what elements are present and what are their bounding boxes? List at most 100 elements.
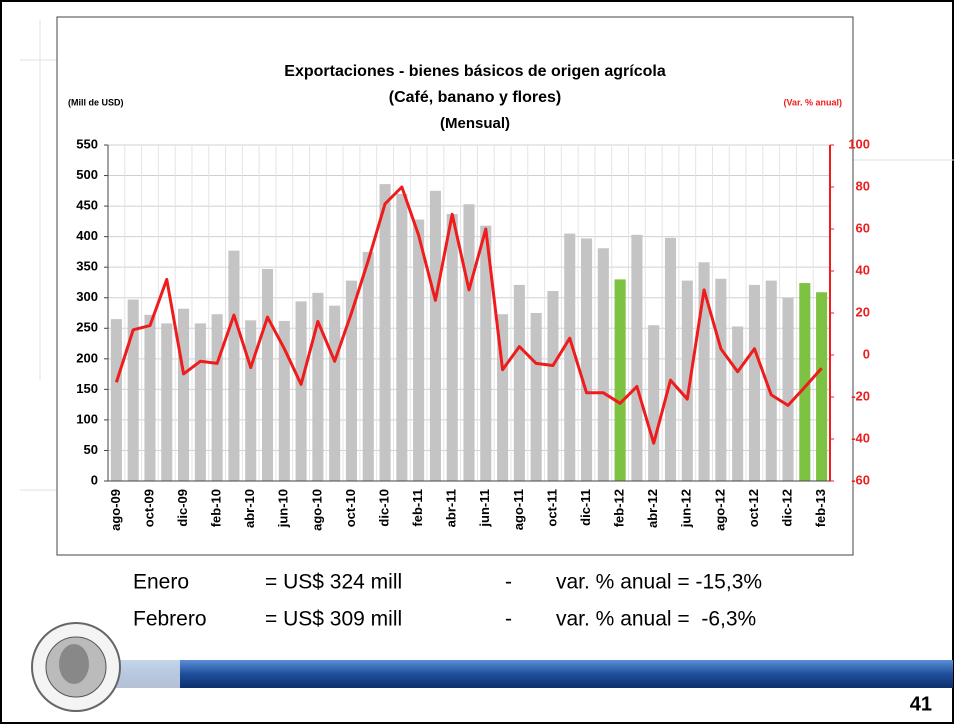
bar [429, 190, 441, 481]
y-tick-label: 100 [76, 411, 98, 426]
logo [31, 622, 121, 712]
bar [396, 193, 408, 481]
chart-title: Exportaciones - bienes básicos de origen… [284, 63, 666, 80]
bar [497, 314, 509, 481]
page-number: 41 [910, 693, 932, 715]
x-tick-label: oct-12 [746, 489, 761, 527]
bar [245, 320, 257, 481]
x-tick-label: feb-13 [813, 489, 828, 527]
x-tick-label: abr-10 [242, 489, 257, 528]
note: var. % anual = -6,3% [556, 608, 756, 631]
bar [144, 314, 156, 481]
x-tick-label: oct-09 [141, 489, 156, 527]
y2-tick-label: 60 [856, 220, 870, 235]
y2-tick-label: 40 [856, 262, 870, 277]
y2-tick-label: -60 [851, 472, 870, 487]
bar [547, 291, 559, 481]
y2-tick-label: -40 [851, 430, 870, 445]
bar [614, 279, 626, 481]
y2-tick-label: 80 [856, 178, 870, 193]
y-tick-label: 250 [76, 320, 98, 335]
x-tick-label: feb-12 [612, 489, 627, 527]
x-tick-label: oct-11 [544, 489, 559, 527]
x-tick-label: abr-12 [645, 489, 660, 528]
x-tick-label: ago-09 [108, 489, 123, 531]
y-tick-label: 350 [76, 259, 98, 274]
y2-tick-label: 20 [856, 304, 870, 319]
bar [211, 314, 223, 481]
y2-tick-label: -20 [851, 388, 870, 403]
bar [345, 280, 358, 481]
bar [513, 284, 525, 481]
y2-axis-label: (Var. % anual) [783, 97, 842, 107]
note: Febrero [133, 608, 207, 631]
note: - [505, 608, 512, 631]
y-axis-label: (Mill de USD) [68, 97, 124, 107]
x-tick-label: jun-12 [679, 489, 694, 528]
bar [362, 251, 374, 481]
chart-title: (Café, banano y flores) [389, 89, 561, 106]
x-tick-label: feb-10 [209, 489, 224, 527]
bar [765, 280, 777, 481]
bar [480, 225, 492, 481]
note: = US$ 309 mill [265, 608, 402, 631]
note: - [505, 571, 512, 594]
bar [681, 280, 693, 481]
notes: Enero = US$ 324 mill - var. % anual = -1… [133, 571, 762, 631]
x-tick-label: oct-10 [343, 489, 358, 527]
x-tick-label: jun-11 [477, 489, 492, 528]
note: var. % anual = -15,3% [556, 571, 762, 594]
y-tick-label: 450 [76, 198, 98, 213]
bar [715, 278, 727, 481]
bar [329, 305, 341, 481]
bar [228, 250, 240, 481]
y2-tick-label: 0 [863, 346, 870, 361]
bar [664, 237, 677, 481]
chart-title: (Mensual) [440, 115, 510, 132]
bar [816, 292, 828, 481]
bar [782, 297, 794, 481]
bar [748, 284, 760, 481]
bar [295, 301, 307, 481]
bar [648, 325, 660, 481]
bar [698, 262, 710, 481]
note: = US$ 324 mill [265, 571, 402, 594]
x-tick-label: ago-12 [712, 489, 727, 531]
bar [799, 283, 811, 481]
bar [194, 323, 206, 481]
y-tick-label: 300 [76, 289, 98, 304]
x-tick-label: dic-09 [175, 489, 190, 527]
x-tick-label: feb-11 [410, 489, 425, 527]
footer-band [100, 660, 953, 688]
bar [631, 234, 643, 481]
bar [446, 214, 458, 482]
bar [732, 326, 744, 481]
y-tick-label: 400 [76, 228, 98, 243]
y-tick-label: 200 [76, 350, 98, 365]
bar [463, 204, 475, 481]
bar [530, 313, 542, 481]
y-tick-label: 50 [84, 442, 98, 457]
x-tick-label: dic-11 [578, 489, 593, 526]
bar [564, 233, 576, 481]
bar [110, 319, 122, 481]
x-tick-label: dic-10 [376, 489, 391, 527]
bar [379, 184, 391, 481]
x-tick-label: ago-10 [309, 489, 324, 531]
bar [597, 248, 609, 481]
bar [161, 323, 173, 481]
bar [580, 238, 593, 481]
x-tick-label: dic-12 [779, 489, 794, 527]
line [114, 185, 823, 445]
bar [278, 320, 290, 481]
bar [261, 269, 274, 481]
bar [312, 292, 324, 481]
y-tick-label: 150 [76, 381, 98, 396]
bar [178, 308, 190, 481]
bar [127, 299, 139, 481]
x-tick-label: abr-11 [444, 489, 459, 527]
bar [413, 219, 425, 481]
note: Enero [133, 571, 189, 594]
y-tick-label: 0 [91, 472, 98, 487]
